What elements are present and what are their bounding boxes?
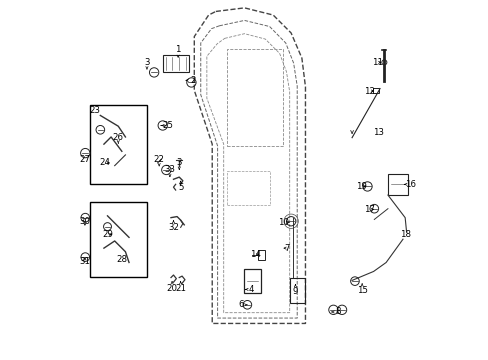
Text: 7: 7 <box>284 244 289 253</box>
Bar <box>372 88 379 93</box>
Text: 21: 21 <box>175 284 186 293</box>
Text: 22: 22 <box>153 155 164 164</box>
Bar <box>387 174 407 195</box>
Text: 9: 9 <box>292 287 298 296</box>
Text: 33: 33 <box>164 166 175 175</box>
Text: 6: 6 <box>238 300 243 309</box>
Text: 30: 30 <box>79 217 90 226</box>
Text: 29: 29 <box>102 230 113 239</box>
Text: 15: 15 <box>356 286 367 295</box>
Bar <box>163 55 188 72</box>
Text: 18: 18 <box>399 230 410 239</box>
Text: 17: 17 <box>363 205 374 214</box>
Text: 3: 3 <box>144 58 149 67</box>
Text: 10: 10 <box>277 218 288 227</box>
Text: 31: 31 <box>79 257 90 266</box>
Text: 28: 28 <box>116 255 127 264</box>
Text: 24: 24 <box>100 158 111 167</box>
Text: 12: 12 <box>363 86 374 95</box>
Text: 19: 19 <box>355 182 366 191</box>
Text: 13: 13 <box>373 128 384 137</box>
Text: 26: 26 <box>113 133 123 142</box>
Bar <box>290 278 305 303</box>
Text: 1: 1 <box>175 45 181 54</box>
Text: 4: 4 <box>248 285 253 294</box>
Text: 25: 25 <box>162 121 173 130</box>
Text: 5: 5 <box>178 183 183 192</box>
Text: 3: 3 <box>176 158 182 167</box>
Text: 11: 11 <box>371 58 382 67</box>
Text: 23: 23 <box>89 105 100 114</box>
Text: 2: 2 <box>190 76 196 85</box>
Text: 16: 16 <box>404 180 415 189</box>
Bar <box>258 249 265 260</box>
Bar <box>244 269 261 293</box>
Bar <box>89 202 147 277</box>
Text: 14: 14 <box>249 250 260 259</box>
Text: 32: 32 <box>168 223 179 232</box>
Text: 27: 27 <box>79 155 90 164</box>
Bar <box>89 105 147 184</box>
Text: 8: 8 <box>335 307 341 316</box>
Text: 20: 20 <box>166 284 177 293</box>
